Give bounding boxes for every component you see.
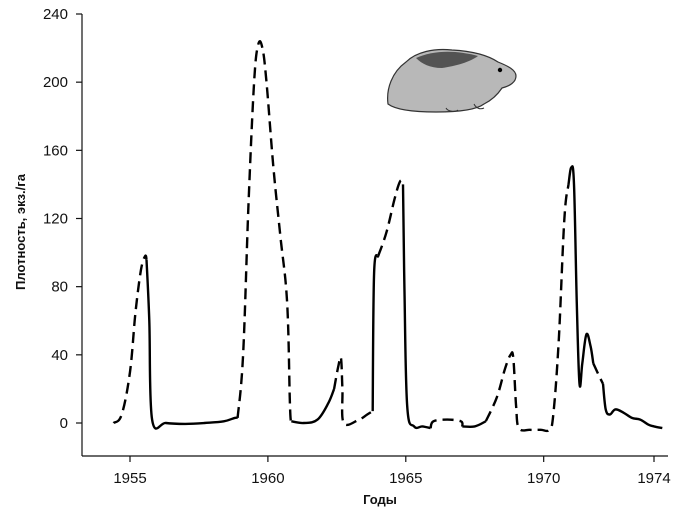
series-segment-dashed xyxy=(332,355,374,427)
x-tick-label: 1965 xyxy=(389,470,422,487)
x-tick-label: 1974 xyxy=(637,470,670,487)
lemming-illustration xyxy=(387,48,517,113)
lemming-paw xyxy=(445,103,485,112)
x-tick-label: 1960 xyxy=(251,470,284,487)
y-tick-label: 0 xyxy=(60,415,68,432)
x-ticks: 1955 1960 1965 1970 1974 xyxy=(113,456,671,487)
lemming-eye xyxy=(497,67,503,73)
series-segment-solid xyxy=(567,165,595,388)
x-tick-label: 1970 xyxy=(527,470,560,487)
series-segment-solid xyxy=(371,254,380,412)
y-tick-label: 80 xyxy=(51,279,68,296)
series-segment-dashed xyxy=(236,40,293,422)
lemming-fur-dark xyxy=(416,51,478,68)
series-segment-dashed xyxy=(112,254,148,424)
series-segment-solid xyxy=(401,184,431,430)
series-segment-solid xyxy=(145,259,238,430)
x-tick-label: 1955 xyxy=(113,470,146,487)
y-ticks: 0 40 80 120 160 200 240 xyxy=(43,6,82,432)
series-segment-dashed xyxy=(484,184,570,433)
y-axis-title: Плотность, экз./га xyxy=(13,173,28,290)
y-tick-label: 120 xyxy=(43,211,68,228)
series-segment-solid xyxy=(601,383,663,430)
series-segment-solid xyxy=(462,420,487,428)
series-segment-dashed xyxy=(592,362,605,385)
series-segment-solid xyxy=(291,388,336,425)
x-axis-title: Годы xyxy=(363,492,397,507)
series-segment-dashed xyxy=(377,179,405,257)
series-segment-dashed xyxy=(429,418,464,429)
y-tick-label: 40 xyxy=(51,347,68,364)
y-tick-label: 200 xyxy=(43,74,68,91)
axes xyxy=(81,14,668,457)
density-series xyxy=(112,40,663,433)
y-tick-label: 240 xyxy=(43,6,68,23)
y-tick-label: 160 xyxy=(43,142,68,159)
